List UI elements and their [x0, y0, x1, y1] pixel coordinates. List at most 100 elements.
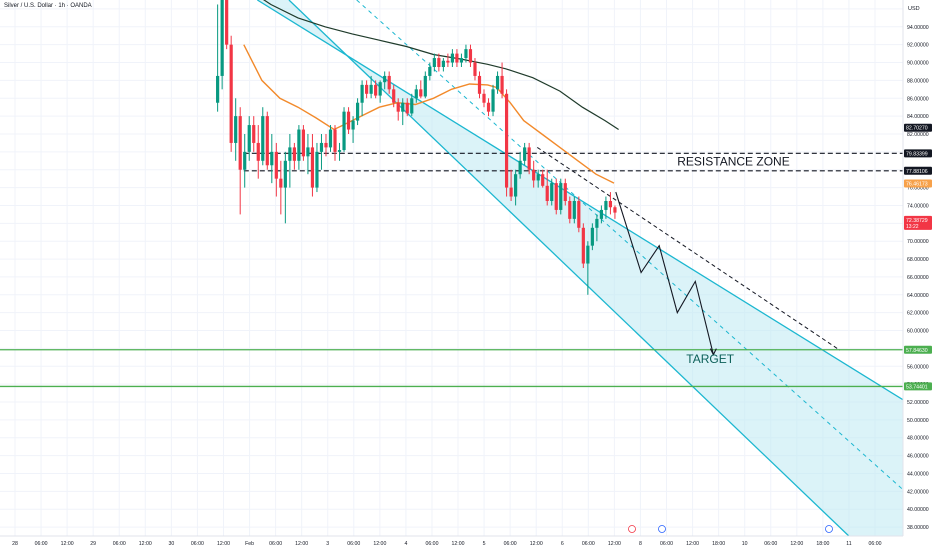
target-label: TARGET — [686, 352, 734, 366]
candle — [216, 4, 220, 112]
candle-body — [514, 174, 518, 197]
candle-body — [550, 183, 554, 201]
x-tick-label: 12:00 — [608, 541, 621, 547]
candle-body — [274, 151, 278, 179]
candle — [337, 142, 342, 161]
candle-body — [297, 129, 301, 161]
candle-body — [532, 169, 536, 181]
candle — [310, 134, 315, 197]
x-tick-label: Feb — [245, 541, 254, 547]
price-tag-value: 77.88106 — [906, 169, 928, 175]
candle-body — [306, 147, 310, 157]
candle — [365, 80, 369, 99]
time-axis-background — [0, 536, 932, 550]
candle-body — [586, 245, 590, 264]
candle-body — [613, 207, 617, 213]
y-tick-label: 62.00000 — [907, 311, 929, 317]
candle — [473, 58, 477, 81]
candle-body — [459, 58, 464, 63]
x-tick-label: 06:00 — [191, 541, 204, 547]
candle — [274, 142, 278, 197]
candle — [401, 98, 405, 126]
y-tick-label: 68.00000 — [907, 257, 929, 263]
candle-body — [495, 75, 500, 90]
candle-body — [464, 49, 468, 59]
y-tick-label: 70.00000 — [907, 239, 929, 245]
price-tag-countdown: 13:22 — [906, 224, 919, 230]
x-tick-label: 4 — [404, 541, 407, 547]
candle-body — [473, 62, 477, 76]
candle — [527, 142, 531, 175]
candle — [360, 80, 364, 117]
candle — [568, 196, 572, 224]
candle-body — [441, 60, 445, 67]
candle-body — [523, 147, 527, 161]
channel-fill — [257, 0, 903, 536]
candle — [225, 0, 229, 50]
y-tick-label: 66.00000 — [907, 275, 929, 281]
x-tick-label: 06:00 — [269, 541, 282, 547]
candle — [550, 178, 554, 206]
y-tick-label: 94.00000 — [907, 25, 929, 31]
candle-body — [355, 102, 360, 121]
candle-body — [216, 75, 220, 103]
candle — [491, 84, 495, 117]
candle — [504, 89, 509, 197]
candle — [545, 169, 549, 206]
candle-body — [360, 84, 364, 103]
price-tag: 79.83399 — [904, 149, 932, 158]
candle — [342, 107, 346, 152]
candle-body — [229, 44, 233, 143]
y-tick-label: 48.00000 — [907, 436, 929, 442]
candle-body — [247, 125, 251, 152]
event-marker-circle — [825, 525, 833, 533]
ma-slow-line — [262, 0, 619, 131]
candle — [252, 116, 256, 152]
price-tag-bg — [904, 179, 932, 188]
candle — [369, 75, 373, 99]
y-tick-label: 38.00000 — [907, 525, 929, 531]
candle-body — [572, 201, 576, 219]
candle — [279, 160, 283, 215]
x-tick-label: 28 — [12, 541, 18, 547]
candle-body — [491, 89, 495, 112]
candle-body — [455, 53, 459, 63]
candle — [464, 44, 468, 63]
candle-body — [328, 129, 333, 148]
price-tag-bg — [904, 345, 932, 354]
candle — [292, 142, 296, 170]
candle — [536, 169, 540, 188]
candle — [595, 214, 599, 242]
candle — [247, 116, 251, 161]
candle-body — [369, 84, 373, 94]
x-tick-label: 06:00 — [660, 541, 673, 547]
candle — [514, 169, 518, 206]
y-tick-label: 86.00000 — [907, 96, 929, 102]
candle — [306, 134, 310, 175]
price-tag-bg — [904, 123, 932, 132]
candle — [428, 62, 432, 81]
candle — [613, 205, 617, 219]
y-tick-label: 88.00000 — [907, 78, 929, 84]
candle — [455, 49, 459, 67]
candle-body — [581, 227, 585, 264]
candle-body — [423, 75, 427, 97]
candle — [229, 35, 233, 152]
event-marker-icon — [825, 525, 833, 533]
trend-dashed-line — [537, 146, 841, 351]
x-tick-label: 5 — [483, 541, 486, 547]
candle — [288, 134, 292, 188]
candle — [261, 107, 265, 166]
channel-mid-line — [356, 0, 903, 491]
candle-body — [288, 147, 292, 161]
candle — [459, 53, 464, 67]
x-tick-label: 06:00 — [113, 541, 126, 547]
x-tick-label: 6 — [561, 541, 564, 547]
y-tick-label: 52.00000 — [907, 400, 929, 406]
candle — [378, 80, 382, 103]
x-tick-label: 8 — [639, 541, 642, 547]
candle-body — [374, 84, 378, 96]
x-tick-label: 12:00 — [61, 541, 74, 547]
candle-body — [410, 98, 414, 114]
